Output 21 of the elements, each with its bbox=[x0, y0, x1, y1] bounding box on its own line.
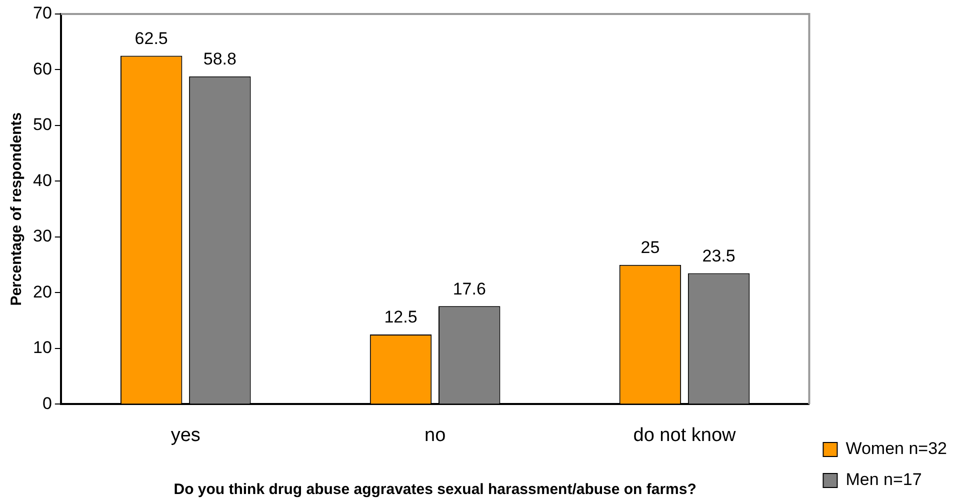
data-label: 17.6 bbox=[452, 279, 486, 298]
y-tick-label: 30 bbox=[32, 226, 52, 246]
y-tick-label: 60 bbox=[32, 59, 52, 78]
y-tick-label: 40 bbox=[32, 170, 52, 190]
x-tick-label: do not know bbox=[633, 424, 736, 446]
x-tick-label: no bbox=[424, 424, 446, 446]
y-tick-label: 0 bbox=[42, 394, 52, 413]
y-axis-title: Percentage of respondents bbox=[8, 112, 26, 306]
x-tick-label: yes bbox=[170, 424, 200, 446]
data-label: 23.5 bbox=[702, 246, 736, 266]
legend-label: Women n=32 bbox=[846, 439, 948, 458]
data-label: 12.5 bbox=[384, 308, 418, 327]
y-tick-label: 10 bbox=[32, 338, 52, 358]
y-tick-label: 20 bbox=[32, 282, 52, 302]
data-label: 58.8 bbox=[203, 50, 236, 69]
y-tick-label: 70 bbox=[32, 4, 52, 23]
data-label: 25 bbox=[640, 238, 660, 258]
data-label: 62.5 bbox=[134, 28, 168, 48]
legend-label: Men n=17 bbox=[846, 470, 922, 490]
x-axis-title: Do you think drug abuse aggravates sexual harassment/abuse on farms? bbox=[174, 481, 696, 498]
y-tick-label: 50 bbox=[32, 115, 52, 134]
